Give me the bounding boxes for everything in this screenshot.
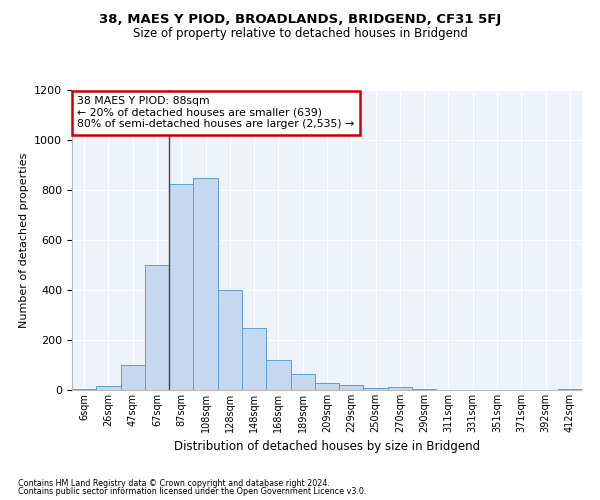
Bar [121, 365, 145, 390]
Bar [72, 389, 96, 390]
Bar [193, 178, 218, 390]
Bar [315, 382, 339, 390]
Text: Contains public sector information licensed under the Open Government Licence v3: Contains public sector information licen… [18, 487, 367, 496]
Bar [339, 385, 364, 390]
Bar [558, 389, 582, 390]
Bar [242, 328, 266, 390]
Y-axis label: Number of detached properties: Number of detached properties [19, 152, 29, 328]
Text: Size of property relative to detached houses in Bridgend: Size of property relative to detached ho… [133, 28, 467, 40]
Bar [145, 265, 169, 390]
Bar [388, 387, 412, 390]
X-axis label: Distribution of detached houses by size in Bridgend: Distribution of detached houses by size … [174, 440, 480, 454]
Text: Contains HM Land Registry data © Crown copyright and database right 2024.: Contains HM Land Registry data © Crown c… [18, 478, 330, 488]
Bar [96, 386, 121, 390]
Bar [412, 389, 436, 390]
Bar [218, 290, 242, 390]
Bar [364, 388, 388, 390]
Bar [290, 374, 315, 390]
Bar [266, 360, 290, 390]
Text: 38, MAES Y PIOD, BROADLANDS, BRIDGEND, CF31 5FJ: 38, MAES Y PIOD, BROADLANDS, BRIDGEND, C… [99, 12, 501, 26]
Text: 38 MAES Y PIOD: 88sqm
← 20% of detached houses are smaller (639)
80% of semi-det: 38 MAES Y PIOD: 88sqm ← 20% of detached … [77, 96, 355, 129]
Bar [169, 184, 193, 390]
